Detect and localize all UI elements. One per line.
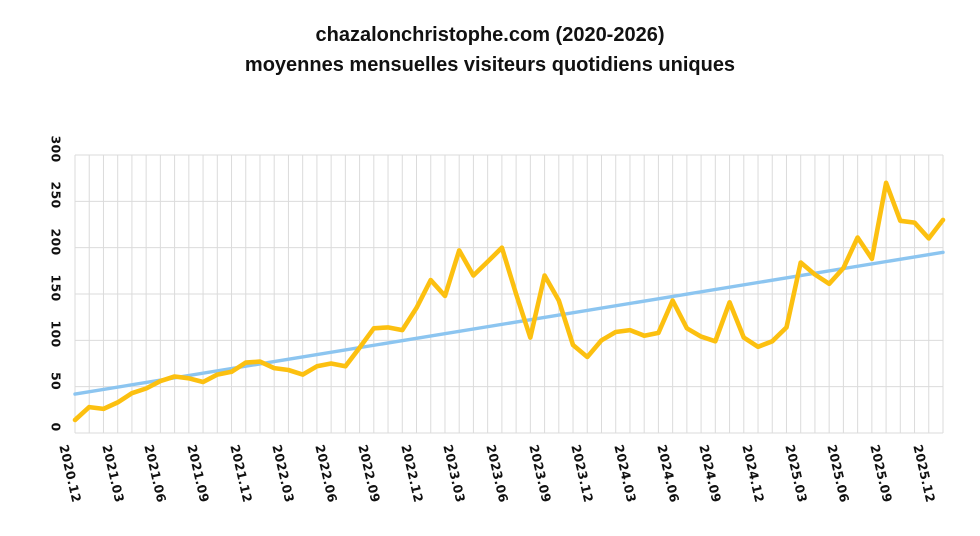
chart-title-line1: chazalonchristophe.com (2020-2026) [315,24,665,46]
y-tick-label: 100 [48,320,64,348]
chart-title-line2: moyennes mensuelles visiteurs quotidiens… [244,54,736,76]
y-tick-label: 250 [48,181,64,209]
visitors-series-line [72,180,946,423]
chart-title: chazalonchristophe.com (2020-2026) moyen… [0,20,980,80]
y-tick-label: 300 [48,135,64,163]
y-tick-label: 50 [48,371,64,390]
y-tick-label: 150 [48,274,64,302]
y-tick-label: 0 [48,422,64,432]
y-tick-label: 200 [48,228,64,256]
